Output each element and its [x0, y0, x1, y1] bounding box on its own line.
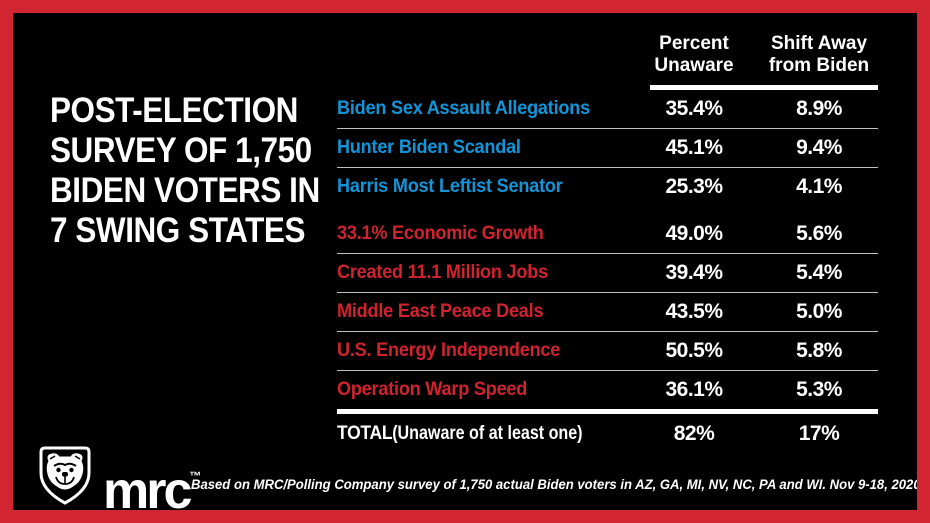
shift-away-value: 5.0%	[796, 300, 842, 323]
title-line: 7 SWING STATES	[50, 211, 306, 250]
percent-unaware-value: 39.4%	[665, 261, 723, 284]
table-row: Operation Warp Speed 36.1% 5.3%	[337, 371, 878, 409]
percent-unaware-value: 43.5%	[665, 300, 723, 323]
total-row: TOTAL (Unaware of at least one) 82% 17%	[337, 414, 878, 454]
column-header-shift-away: Shift Away from Biden	[768, 33, 870, 76]
row-divider	[337, 128, 878, 129]
total-shift-away-value: 17%	[798, 422, 840, 445]
shift-away-value: 4.1%	[796, 175, 842, 198]
total-label: TOTAL (Unaware of at least one)	[337, 423, 583, 444]
percent-unaware-value: 25.3%	[665, 175, 723, 198]
percent-unaware-value: 50.5%	[665, 339, 723, 362]
shift-away-value: 5.3%	[796, 378, 842, 401]
row-label: 33.1% Economic Growth	[337, 223, 544, 244]
row-divider	[337, 370, 878, 371]
percent-unaware-value: 36.1%	[665, 378, 723, 401]
title-line: SURVEY OF 1,750	[50, 131, 312, 170]
row-divider	[337, 253, 878, 254]
row-label: U.S. Energy Independence	[337, 340, 561, 361]
table-row: Harris Most Leftist Senator 25.3% 4.1%	[337, 168, 878, 206]
shift-away-value: 5.4%	[796, 261, 842, 284]
table-row: Created 11.1 Million Jobs 39.4% 5.4%	[337, 254, 878, 292]
mrc-logo	[33, 445, 97, 510]
trademark-symbol: ™	[189, 469, 202, 483]
total-percent-unaware-value: 82%	[673, 422, 715, 445]
row-divider	[337, 331, 878, 332]
header-spacer	[337, 27, 628, 77]
row-label: Harris Most Leftist Senator	[337, 176, 563, 197]
row-label: Middle East Peace Deals	[337, 301, 544, 322]
table-row: Middle East Peace Deals 43.5% 5.0%	[337, 293, 878, 331]
shift-away-value: 8.9%	[796, 97, 842, 120]
row-divider	[337, 292, 878, 293]
title-line: BIDEN VOTERS IN	[50, 171, 320, 210]
bulldog-shield-icon	[39, 446, 91, 505]
table-header-row: Percent Unaware Shift Away from Biden	[337, 27, 878, 77]
row-label: Created 11.1 Million Jobs	[337, 262, 548, 283]
shift-away-value: 5.8%	[796, 339, 842, 362]
page-title: POST-ELECTION SURVEY OF 1,750 BIDEN VOTE…	[50, 91, 320, 251]
percent-unaware-value: 49.0%	[665, 222, 723, 245]
group-gap	[337, 206, 878, 215]
footnote: Based on MRC/Polling Company survey of 1…	[191, 477, 921, 492]
row-divider	[337, 167, 878, 168]
table-row: Hunter Biden Scandal 45.1% 9.4%	[337, 129, 878, 167]
row-label: Hunter Biden Scandal	[337, 137, 521, 158]
table-row: Biden Sex Assault Allegations 35.4% 8.9%	[337, 90, 878, 128]
shift-away-value: 9.4%	[796, 136, 842, 159]
row-label: Operation Warp Speed	[337, 379, 528, 400]
percent-unaware-value: 35.4%	[665, 97, 723, 120]
survey-table: Percent Unaware Shift Away from Biden Bi…	[337, 27, 878, 454]
table-row: U.S. Energy Independence 50.5% 5.8%	[337, 332, 878, 370]
table-row: 33.1% Economic Growth 49.0% 5.6%	[337, 215, 878, 253]
total-rule	[337, 409, 878, 414]
mrc-wordmark: mrc™	[103, 462, 202, 520]
shift-away-value: 5.6%	[796, 222, 842, 245]
column-header-percent-unaware: Percent Unaware	[654, 33, 734, 76]
percent-unaware-value: 45.1%	[665, 136, 723, 159]
title-line: POST-ELECTION	[50, 91, 298, 130]
row-label: Biden Sex Assault Allegations	[337, 98, 590, 119]
header-rule	[650, 85, 878, 90]
